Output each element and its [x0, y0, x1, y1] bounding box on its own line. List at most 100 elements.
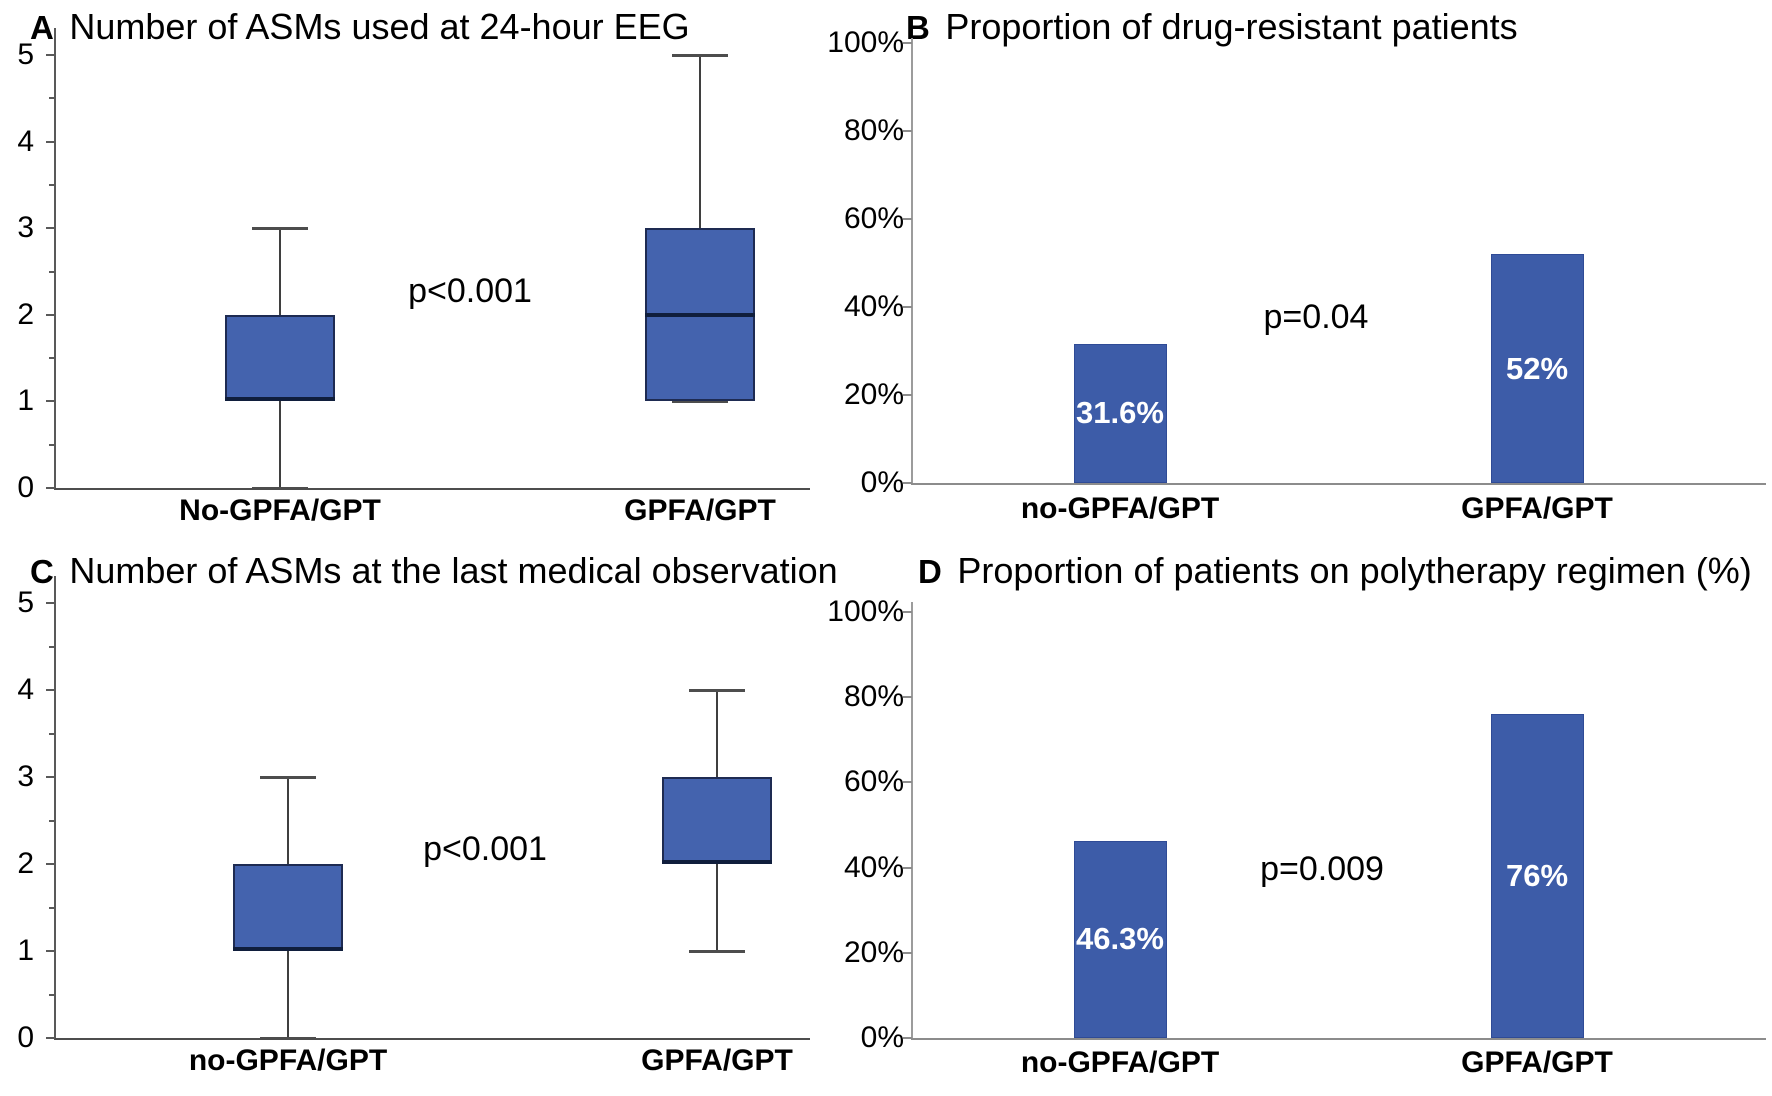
p-value-panel-d: p=0.009: [1260, 850, 1384, 888]
ytick-label: 5: [17, 586, 34, 619]
box-median-line: [225, 397, 335, 402]
ytick-label: 3: [17, 211, 34, 245]
ytick-label: 100%: [827, 595, 904, 628]
panel-a-header: A Number of ASMs used at 24-hour EEG: [30, 6, 690, 48]
box-whisker-cap-min: [689, 950, 745, 953]
ytick-mark: [903, 482, 912, 484]
ytick-minor-mark: [49, 97, 55, 100]
ytick-mark: [903, 611, 912, 613]
ytick-mark: [903, 42, 912, 44]
ytick-label: 1: [17, 934, 34, 967]
ytick-mark: [903, 394, 912, 396]
ytick-label: 1: [17, 384, 34, 418]
ytick-mark: [46, 487, 55, 489]
ytick-mark: [903, 218, 912, 220]
ytick-mark: [903, 130, 912, 132]
category-label: no-GPFA/GPT: [188, 1044, 388, 1077]
category-label: GPFA/GPT: [641, 1044, 793, 1077]
ytick-mark: [903, 951, 912, 954]
ytick-label: 60%: [843, 202, 904, 235]
p-value-panel-a: p<0.001: [408, 272, 532, 310]
category-label: no-GPFA/GPT: [1020, 1046, 1220, 1079]
bar: [1073, 840, 1167, 1038]
ytick-mark: [46, 400, 55, 403]
ytick-mark: [903, 1037, 912, 1039]
bar-value-label: 46.3%: [1076, 921, 1164, 957]
panel-c-title: Number of ASMs at the last medical obser…: [69, 550, 838, 591]
ytick-label: 3: [17, 760, 34, 793]
panel-d-title: Proportion of patients on polytherapy re…: [957, 550, 1752, 591]
ytick-label: 0: [17, 471, 34, 504]
ytick-mark: [903, 781, 912, 784]
panel-b-title: Proportion of drug-resistant patients: [945, 6, 1518, 47]
ytick-label: 2: [17, 297, 34, 331]
ytick-label: 4: [17, 673, 34, 706]
ytick-mark: [903, 696, 912, 699]
ytick-mark: [46, 602, 55, 604]
ytick-minor-mark: [49, 645, 55, 648]
box-whisker-cap-min: [672, 400, 728, 404]
x-axis-panel-a: [54, 488, 810, 490]
panel-c-header: C Number of ASMs at the last medical obs…: [30, 550, 838, 592]
box-whisker-cap-min: [260, 1037, 316, 1040]
ytick-minor-mark: [49, 906, 55, 909]
ytick-label: 0%: [860, 466, 904, 499]
ytick-label: 80%: [843, 114, 904, 147]
ytick-label: 5: [17, 38, 34, 71]
ytick-mark: [46, 1037, 55, 1039]
box-median-line: [662, 860, 772, 864]
p-value-panel-c: p<0.001: [423, 830, 547, 868]
ytick-mark: [903, 306, 912, 308]
ytick-minor-mark: [49, 183, 55, 186]
ytick-minor-mark: [49, 270, 55, 273]
ytick-label: 40%: [843, 850, 904, 884]
ytick-label: 0%: [860, 1021, 904, 1054]
bar-value-label: 52%: [1505, 350, 1569, 386]
ytick-label: 80%: [843, 680, 904, 714]
category-label: No-GPFA/GPT: [179, 494, 381, 527]
bar: [1073, 343, 1167, 483]
ytick-mark: [903, 866, 912, 869]
ytick-mark: [46, 863, 55, 865]
ytick-label: 4: [17, 124, 34, 158]
panel-letter-b: B: [906, 9, 931, 46]
box-whisker-cap-max: [672, 54, 728, 57]
box-median-line: [645, 312, 755, 317]
ytick-label: 40%: [843, 290, 904, 323]
ytick-label: 100%: [827, 26, 904, 59]
ytick-mark: [46, 54, 55, 56]
ytick-minor-mark: [49, 732, 55, 735]
panel-letter-a: A: [30, 9, 55, 46]
bar: [1490, 714, 1584, 1038]
box-body: [225, 314, 335, 402]
ytick-label: 0: [17, 1021, 34, 1054]
ytick-mark: [46, 140, 55, 143]
ytick-minor-mark: [49, 819, 55, 822]
ytick-label: 2: [17, 847, 34, 880]
bar: [1490, 254, 1584, 483]
bar-value-label: 76%: [1505, 858, 1569, 894]
ytick-mark: [46, 227, 55, 230]
box-body: [662, 777, 772, 864]
box-body: [233, 864, 343, 951]
y-axis-panel-a: [54, 28, 56, 488]
ytick-minor-mark: [49, 993, 55, 996]
ytick-mark: [46, 950, 55, 952]
ytick-minor-mark: [49, 357, 55, 360]
ytick-label: 20%: [843, 378, 904, 411]
box-whisker-cap-max: [689, 689, 745, 692]
panel-d-header: D Proportion of patients on polytherapy …: [918, 550, 1752, 592]
y-axis-panel-b: [911, 38, 913, 483]
panel-a-title: Number of ASMs used at 24-hour EEG: [69, 6, 690, 47]
box-whisker-cap-max: [252, 227, 308, 231]
p-value-panel-b: p=0.04: [1263, 298, 1369, 336]
category-label: no-GPFA/GPT: [1020, 492, 1220, 525]
category-label: GPFA/GPT: [1461, 492, 1613, 525]
ytick-label: 20%: [843, 935, 904, 969]
ytick-mark: [46, 776, 55, 778]
ytick-label: 60%: [843, 765, 904, 799]
x-axis-panel-c: [54, 1038, 810, 1040]
panel-letter-d: D: [918, 553, 943, 590]
ytick-minor-mark: [49, 443, 55, 446]
